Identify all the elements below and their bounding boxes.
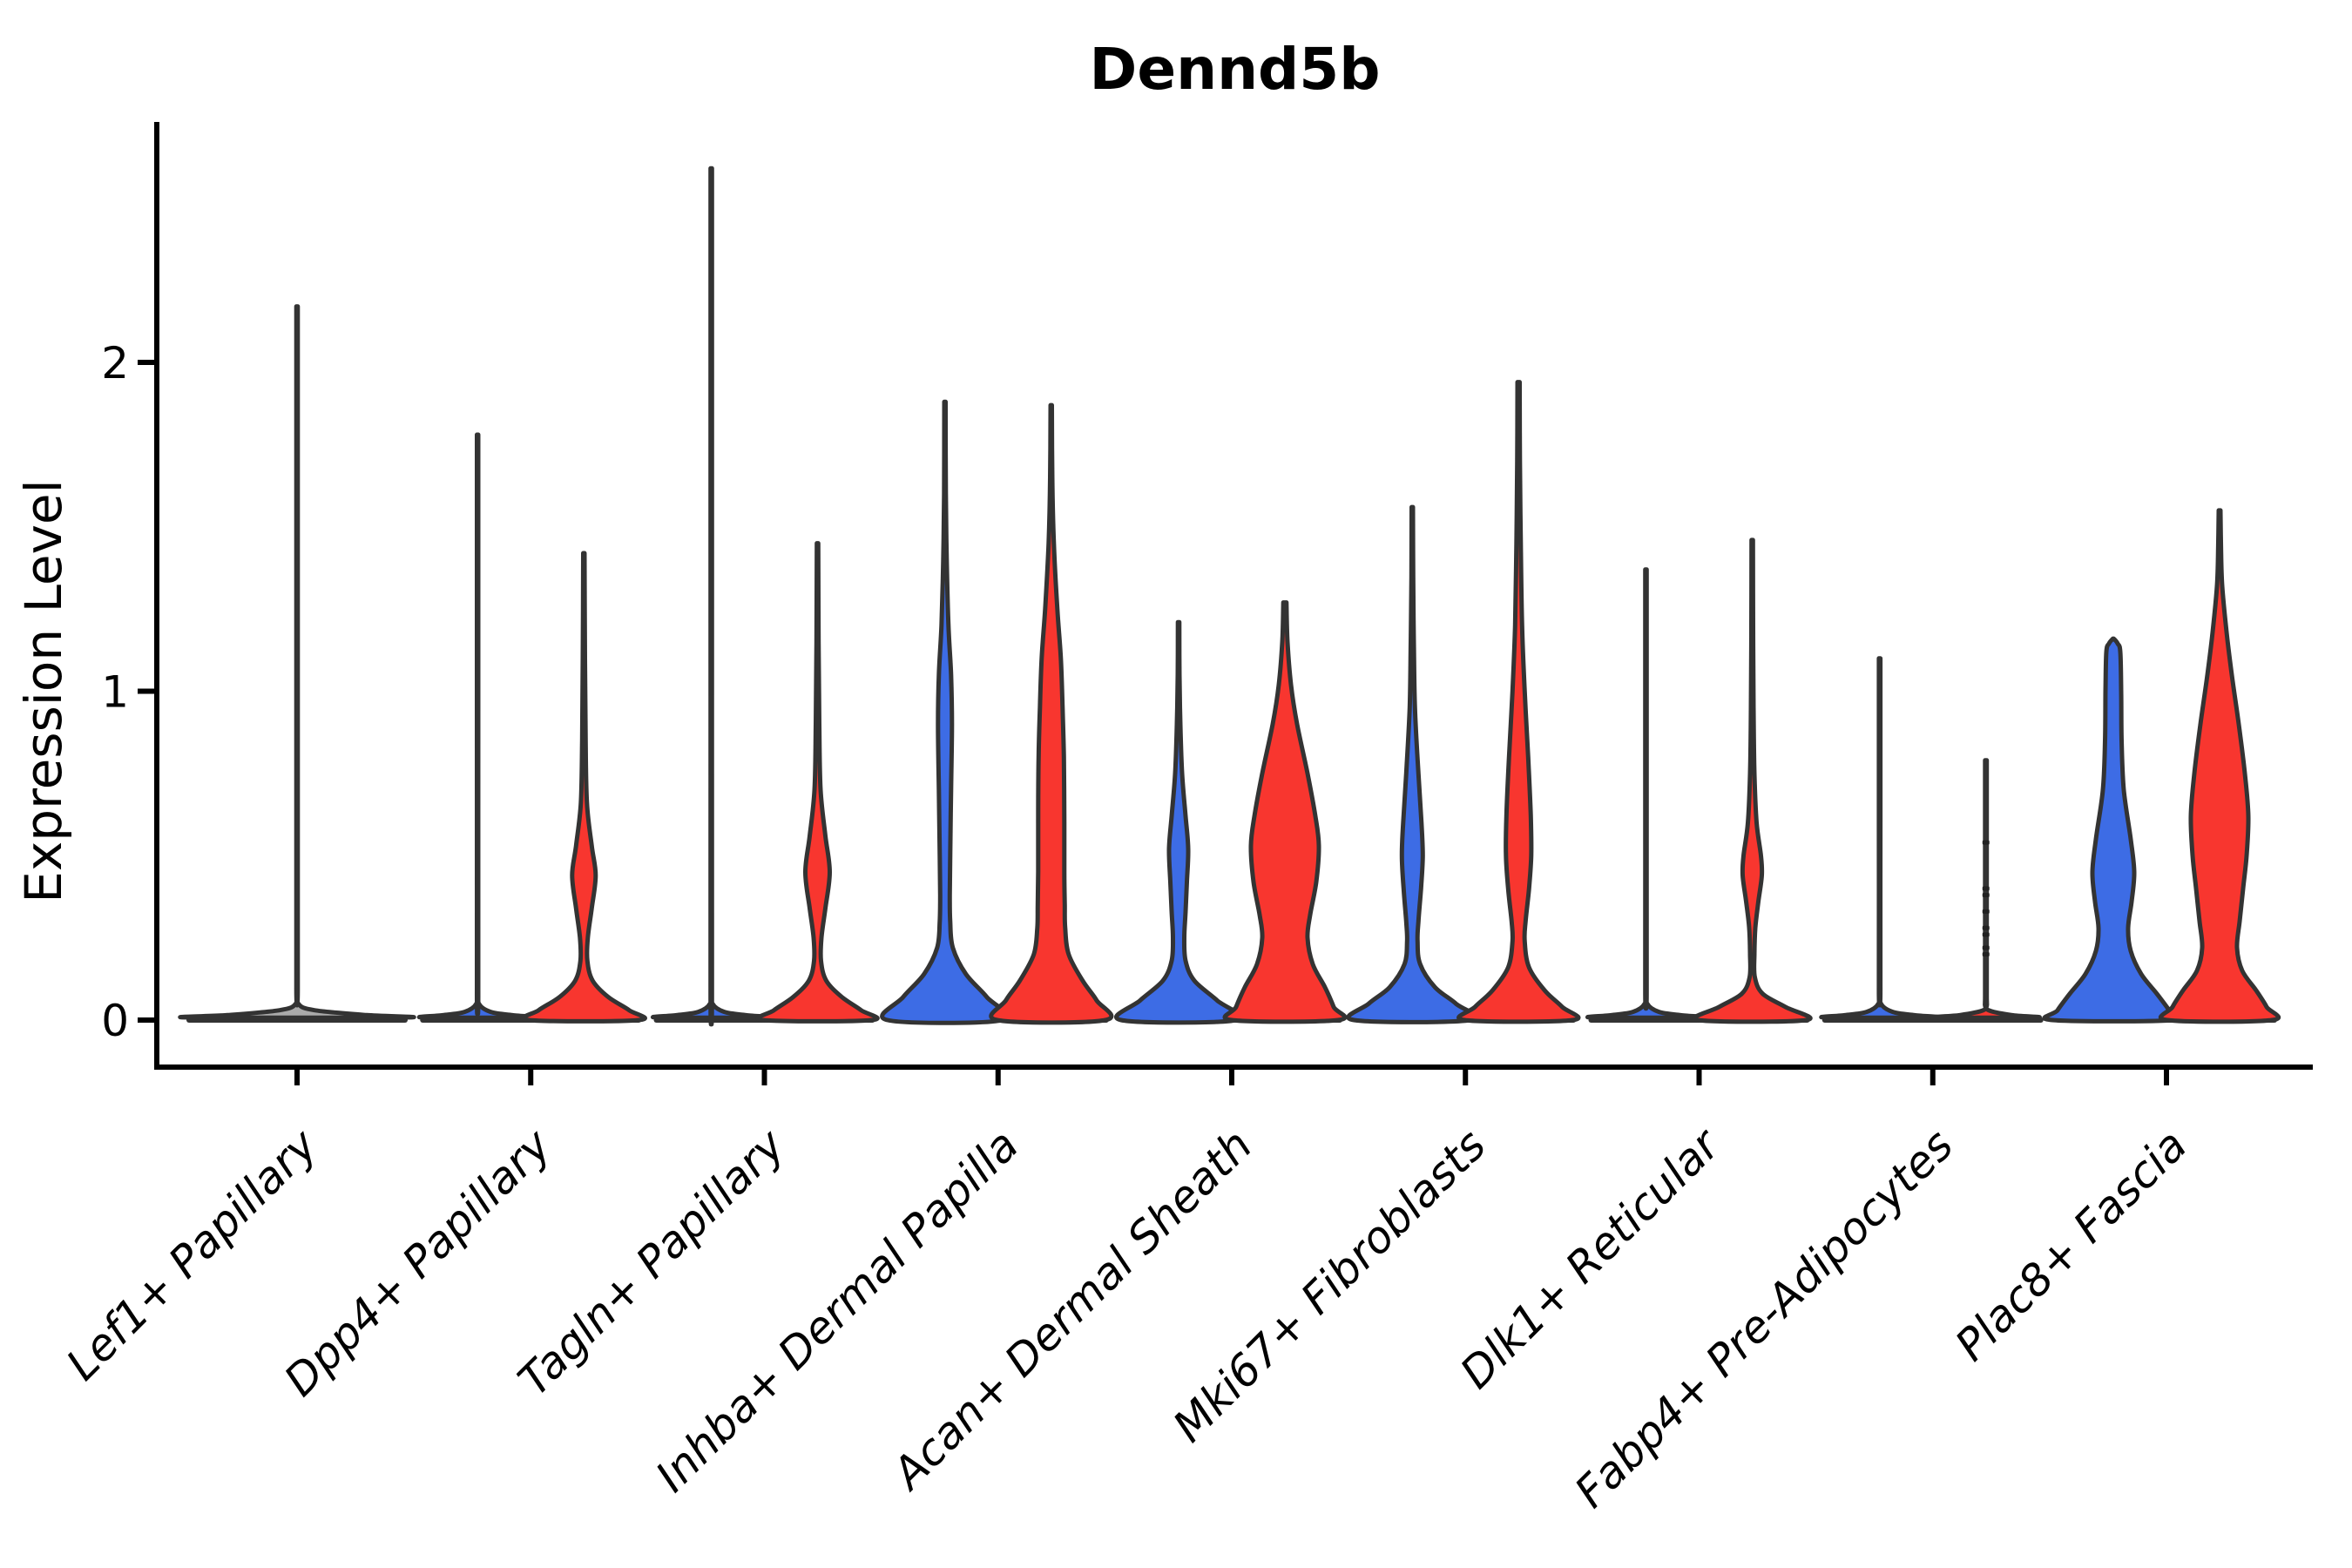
x-tick-label: Plac8+ Fascia: [1946, 1119, 2197, 1370]
jitter-point: [1982, 925, 1990, 930]
violin-blue-inhba-dermal-papilla: [880, 399, 1010, 1025]
jitter-point: [1982, 945, 1990, 950]
violin-red-mki67-fibroblasts: [1456, 380, 1581, 1024]
y-tick-label: 2: [101, 338, 129, 389]
y-tick-label: 1: [101, 667, 129, 718]
violin-blue-dlk1-reticular: [1585, 567, 1707, 1020]
violin-red-dlk1-reticular: [1692, 537, 1813, 1024]
violin-red-dpp4-papillary: [520, 551, 647, 1024]
jitter-point: [1982, 840, 1990, 845]
violin-blue-mki67-fibroblasts: [1346, 504, 1479, 1024]
violin-red-inhba-dermal-papilla: [989, 402, 1114, 1025]
violin-blue-acan-dermal-sheath: [1114, 619, 1243, 1025]
jitter-point: [1982, 909, 1990, 914]
chart-title: Dennd5b: [1090, 36, 1381, 103]
violin-red-plac8-fascia: [2159, 508, 2281, 1024]
violin-blue-plac8-fascia: [2042, 636, 2185, 1024]
violin-red-tagln-papillary: [755, 541, 880, 1024]
x-tick-label: Fabp4+ Pre-Adipocytes: [1565, 1119, 1963, 1517]
violin-blue-tagln-papillary: [651, 166, 772, 1027]
violin-blue-fabp4-pre-adipocytes: [1819, 656, 1941, 1020]
x-tick-label: Dlk1+ Reticular: [1450, 1118, 1731, 1398]
jitter-point: [1982, 886, 1990, 891]
violin-neutral-lef1-papillary: [178, 304, 416, 1020]
violin-blue-dpp4-papillary: [416, 432, 538, 1020]
y-axis-label: Expression Level: [14, 479, 73, 902]
jitter-point: [1982, 932, 1990, 937]
y-tick-label: 0: [101, 996, 129, 1046]
x-tick-label: Lef1+ Papillary: [57, 1119, 328, 1389]
violin-red-acan-dermal-sheath: [1222, 600, 1348, 1024]
jitter-point: [1982, 893, 1990, 898]
jitter-point: [1982, 952, 1990, 956]
